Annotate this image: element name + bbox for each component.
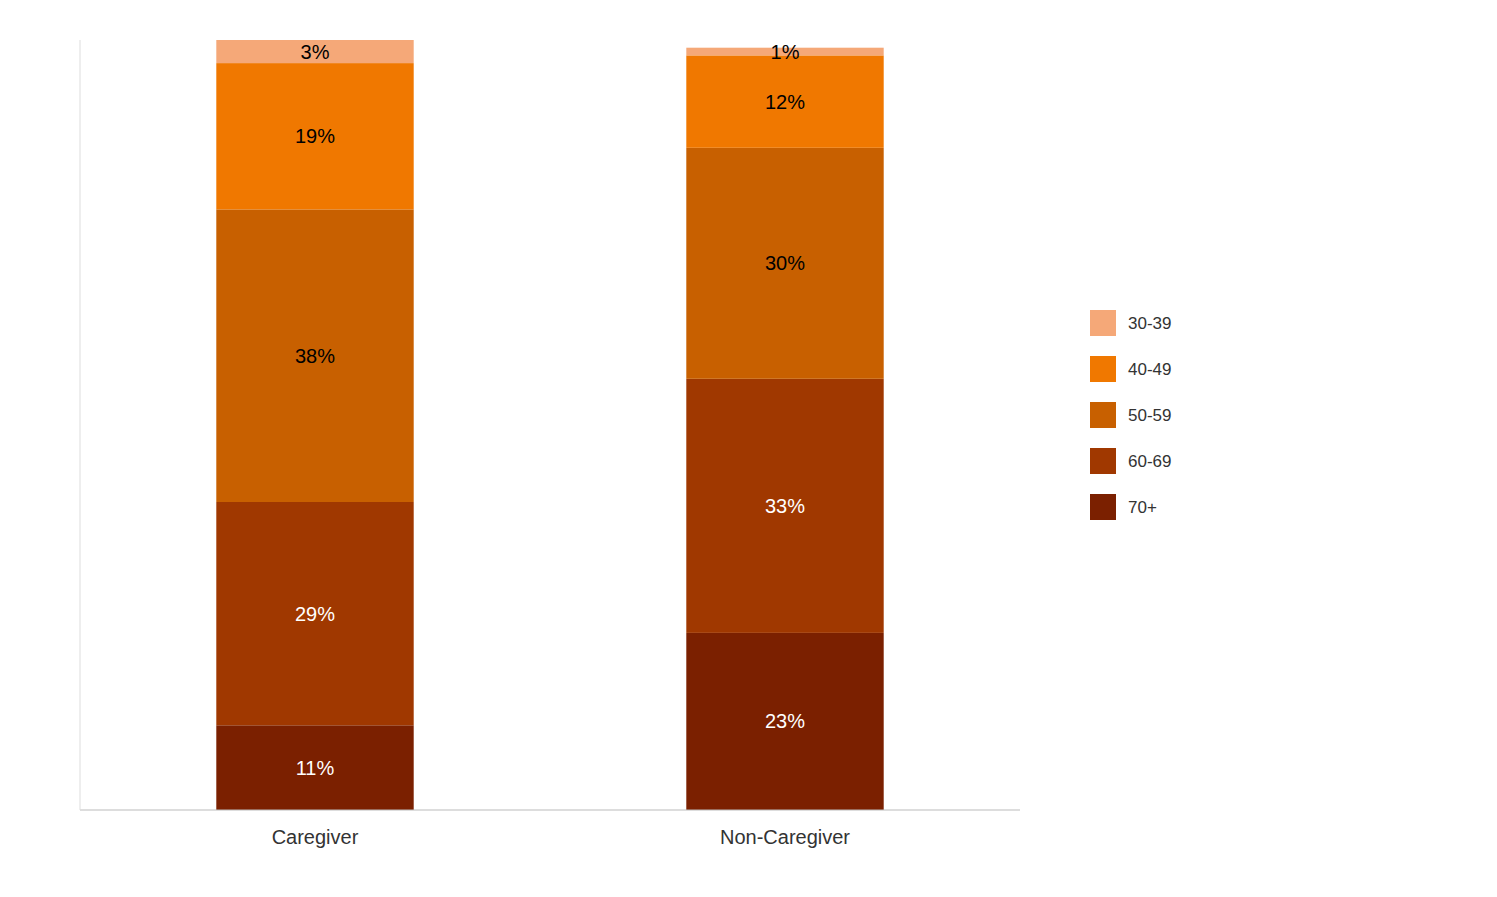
data-label: 23% — [765, 710, 805, 732]
legend-label: 40-49 — [1128, 360, 1171, 379]
bar-segment — [686, 633, 883, 810]
data-labels: 11% 29% 38% 19% 3% 23% 33% 30% 12% 1% — [295, 41, 805, 779]
bar-segment — [686, 379, 883, 633]
chart-svg: 11% 29% 38% 19% 3% 23% 33% 30% 12% 1% Caregiver Non… — [0, 0, 1497, 897]
legend-swatch — [1090, 494, 1116, 520]
data-label: 12% — [765, 91, 805, 113]
data-label: 1% — [771, 41, 800, 63]
x-tick-label: Non-Caregiver — [720, 826, 850, 848]
bar-segment — [686, 55, 883, 147]
bar-segment — [216, 63, 413, 209]
bar-segment — [686, 148, 883, 379]
legend-swatch — [1090, 356, 1116, 382]
bar-segment — [216, 502, 413, 725]
data-label: 11% — [296, 757, 335, 779]
x-tick-label: Caregiver — [272, 826, 359, 848]
data-label: 3% — [301, 41, 330, 63]
data-label: 33% — [765, 495, 805, 517]
bar-segment — [216, 209, 413, 502]
legend-swatch — [1090, 310, 1116, 336]
x-axis-line — [80, 809, 1020, 810]
legend-swatch — [1090, 448, 1116, 474]
legend-label: 60-69 — [1128, 452, 1171, 471]
y-axis-line — [80, 40, 81, 810]
bar-segment — [216, 725, 413, 810]
data-label: 30% — [765, 252, 805, 274]
data-label: 19% — [295, 125, 335, 147]
legend: 30-39 40-49 50-59 60-69 70+ — [1090, 310, 1171, 520]
legend-label: 50-59 — [1128, 406, 1171, 425]
legend-swatch — [1090, 402, 1116, 428]
bar-segment — [216, 40, 413, 63]
axes: Caregiver Non-Caregiver — [80, 40, 1020, 848]
bars — [216, 40, 883, 810]
legend-label: 70+ — [1128, 498, 1157, 517]
data-label: 29% — [295, 603, 335, 625]
data-label: 38% — [295, 345, 335, 367]
legend-label: 30-39 — [1128, 314, 1171, 333]
chart-container: 11% 29% 38% 19% 3% 23% 33% 30% 12% 1% Caregiver Non… — [0, 0, 1497, 897]
